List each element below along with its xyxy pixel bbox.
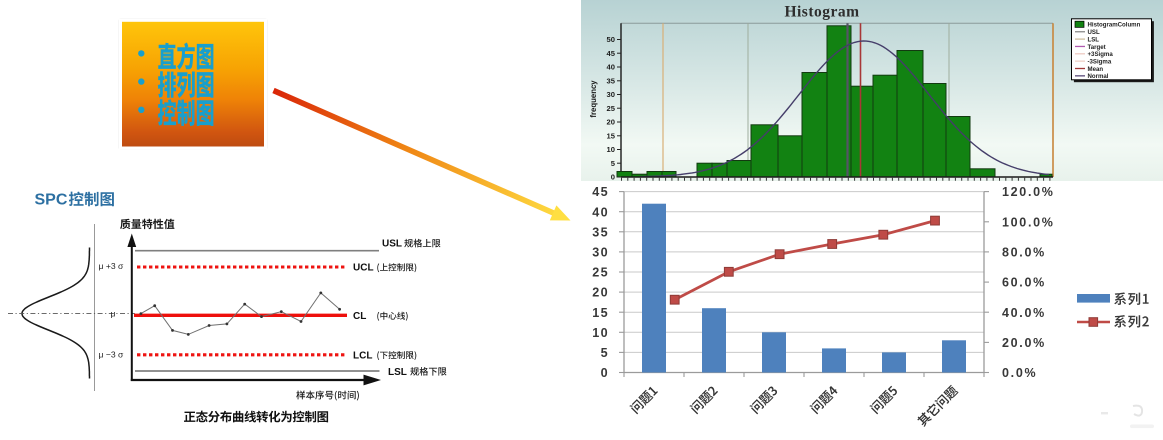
svg-text:20.0%: 20.0% [1002, 336, 1046, 350]
svg-text:Target: Target [1088, 44, 1106, 51]
svg-text:20: 20 [607, 118, 615, 127]
svg-text:Histogram: Histogram [784, 4, 859, 21]
svg-text:SPC: SPC [35, 192, 68, 209]
svg-text:5: 5 [601, 346, 609, 360]
svg-text:25: 25 [592, 266, 609, 280]
svg-text:30: 30 [607, 90, 615, 99]
svg-text:40: 40 [607, 63, 615, 72]
svg-text:HistogramColumn: HistogramColumn [1088, 22, 1141, 29]
svg-text:5: 5 [611, 159, 616, 168]
svg-text:45: 45 [592, 185, 609, 199]
svg-text:Mean: Mean [1088, 66, 1104, 73]
svg-text:LSL: LSL [1088, 36, 1100, 43]
svg-text:35: 35 [592, 225, 609, 239]
svg-text:LSL: LSL [388, 367, 407, 378]
svg-text:40.0%: 40.0% [1002, 306, 1046, 320]
svg-text:30: 30 [592, 246, 609, 260]
svg-text:UCL: UCL [353, 263, 374, 274]
svg-text:0: 0 [611, 173, 615, 182]
svg-text:frequency: frequency [589, 80, 598, 118]
svg-text:35: 35 [607, 76, 616, 85]
svg-text:10: 10 [607, 145, 615, 154]
svg-text:USL: USL [1088, 29, 1100, 36]
svg-text:Normal: Normal [1088, 73, 1109, 80]
svg-text:USL: USL [382, 239, 402, 250]
svg-text:0.0%: 0.0% [1002, 366, 1037, 380]
svg-text:15: 15 [607, 131, 616, 140]
svg-text:60.0%: 60.0% [1002, 276, 1046, 290]
svg-text:80.0%: 80.0% [1002, 246, 1046, 260]
svg-text:LCL: LCL [353, 350, 372, 361]
svg-text:μ +3 σ: μ +3 σ [99, 261, 125, 271]
svg-text:40: 40 [592, 205, 609, 219]
svg-text:15: 15 [592, 306, 609, 320]
svg-text:μ −3 σ: μ −3 σ [99, 350, 125, 360]
svg-text:50: 50 [607, 35, 615, 44]
svg-text:45: 45 [607, 49, 616, 58]
svg-text:-3Sigma: -3Sigma [1088, 58, 1112, 65]
svg-text:+3Sigma: +3Sigma [1088, 51, 1114, 58]
svg-text:CL: CL [353, 311, 366, 322]
svg-text:20: 20 [592, 286, 609, 300]
svg-text:25: 25 [607, 104, 616, 113]
svg-text:10: 10 [592, 326, 609, 340]
svg-text:120.0%: 120.0% [1002, 185, 1055, 199]
svg-text:0: 0 [601, 366, 609, 380]
svg-text:μ: μ [111, 309, 116, 319]
svg-text:100.0%: 100.0% [1002, 215, 1055, 229]
